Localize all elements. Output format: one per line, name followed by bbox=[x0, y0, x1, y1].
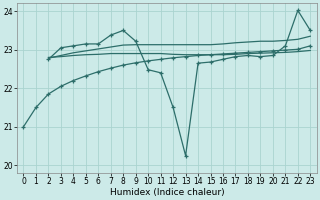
X-axis label: Humidex (Indice chaleur): Humidex (Indice chaleur) bbox=[109, 188, 224, 197]
